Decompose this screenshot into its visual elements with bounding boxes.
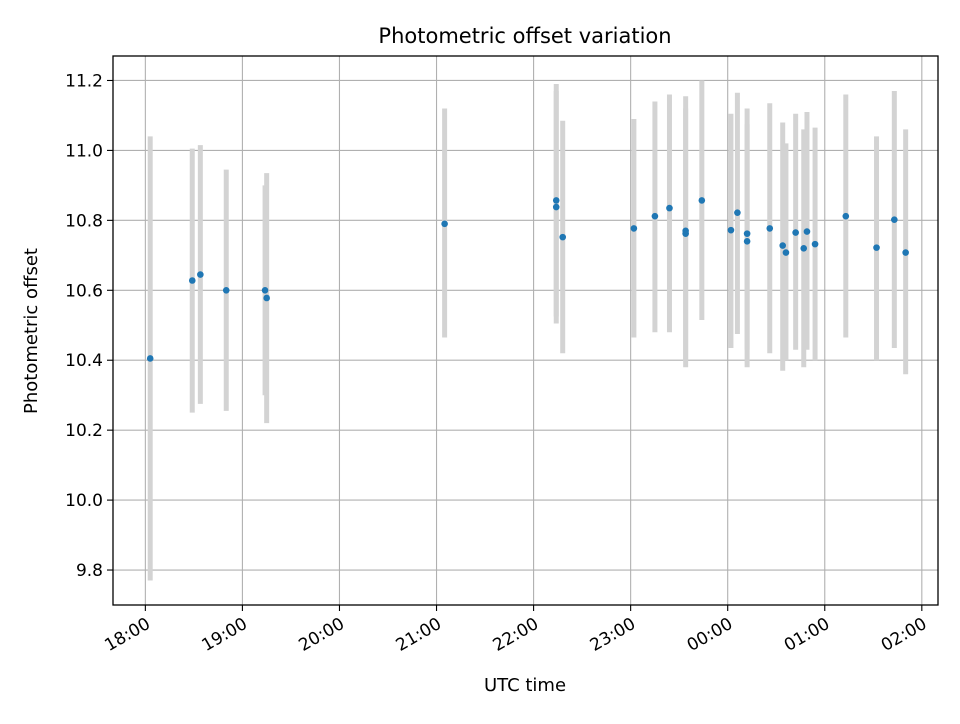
data-point	[441, 220, 448, 228]
data-point	[800, 245, 808, 252]
data-point	[873, 244, 880, 251]
y-tick-label: 10.2	[65, 421, 103, 441]
data-point	[197, 271, 204, 278]
data-point	[188, 277, 196, 284]
x-tick-label: 22:00	[490, 614, 542, 656]
data-point	[698, 197, 706, 204]
x-tick-label: 01:00	[781, 614, 833, 656]
data-point	[891, 216, 898, 223]
data-points	[146, 197, 909, 362]
x-axis-label: UTC time	[484, 675, 566, 696]
data-point	[146, 355, 154, 362]
x-tick-label: 19:00	[198, 614, 250, 656]
y-tick-label: 10.8	[65, 211, 103, 231]
chart-title: Photometric offset variation	[378, 24, 671, 48]
x-tick-label: 23:00	[587, 614, 639, 656]
y-tick-label: 10.4	[65, 351, 103, 371]
x-tick-label: 00:00	[684, 614, 736, 656]
data-point	[552, 203, 560, 211]
x-tick-label: 02:00	[878, 614, 930, 656]
y-tick-label: 10.0	[65, 491, 103, 511]
data-point	[651, 212, 659, 220]
axis-ticks: 18:00 19:00 20:00 21:00 22:00 23:00 00:00 01:00…	[65, 71, 930, 655]
data-point	[782, 249, 790, 256]
y-axis-label: Photometric offset	[21, 248, 42, 414]
data-point	[261, 286, 269, 294]
data-point	[734, 209, 741, 216]
error-bars	[147, 80, 909, 581]
data-point	[263, 294, 270, 302]
x-tick-label: 20:00	[296, 614, 348, 656]
y-tick-label: 11.0	[65, 141, 103, 161]
y-tick-label: 10.6	[65, 281, 103, 301]
data-point	[743, 238, 751, 245]
y-tick-label: 11.2	[65, 71, 103, 91]
data-point	[902, 249, 909, 256]
data-point	[779, 242, 787, 249]
grid	[113, 56, 938, 605]
data-point	[727, 226, 735, 234]
data-point	[766, 225, 774, 232]
x-tick-label: 21:00	[393, 614, 445, 656]
x-tick-label: 18:00	[101, 614, 153, 656]
data-point	[743, 230, 751, 237]
data-point	[842, 212, 850, 220]
data-point	[682, 230, 689, 237]
y-tick-label: 9.8	[76, 561, 103, 581]
data-point	[792, 229, 799, 236]
data-point	[552, 197, 560, 204]
plot-frame	[112, 55, 939, 606]
data-point	[666, 204, 673, 212]
data-point	[559, 233, 567, 241]
data-point	[630, 225, 638, 232]
data-point	[811, 240, 819, 248]
data-point	[803, 228, 811, 235]
data-point	[222, 286, 230, 294]
